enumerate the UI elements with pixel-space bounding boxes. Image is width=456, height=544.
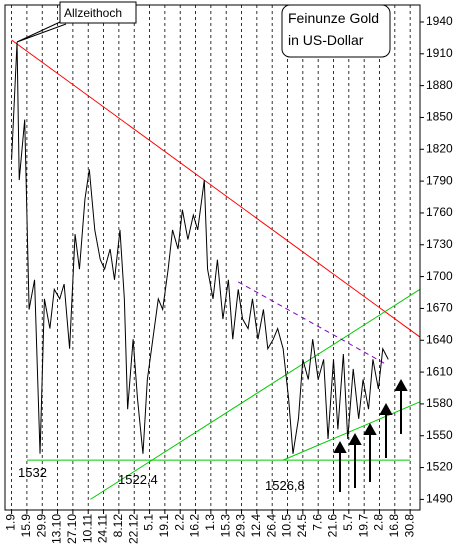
x-tick-label: 2.8 bbox=[372, 514, 386, 531]
callout-text: Allzeithoch bbox=[64, 6, 122, 20]
x-tick-label: 2.2 bbox=[172, 514, 186, 531]
x-tick-label: 15.9 bbox=[19, 514, 33, 538]
y-tick-label: 1880 bbox=[426, 78, 453, 92]
y-tick-label: 1640 bbox=[426, 332, 453, 346]
y-tick-label: 1910 bbox=[426, 46, 453, 60]
y-tick-label: 1580 bbox=[426, 396, 453, 410]
trend-line bbox=[90, 288, 421, 500]
arrow-head bbox=[379, 402, 393, 415]
annotation: 1522,4 bbox=[118, 472, 158, 487]
y-tick-label: 1490 bbox=[426, 492, 453, 506]
x-tick-label: 1.3 bbox=[203, 514, 217, 531]
price-line bbox=[11, 42, 389, 454]
x-tick-label: 12.4 bbox=[249, 514, 263, 538]
trend-line bbox=[237, 281, 386, 365]
y-tick-label: 1700 bbox=[426, 269, 453, 283]
axes: 1.9 15.9 29.9 13.10 27.10 10.11 24.11 8.12 22.12… bbox=[4, 14, 453, 544]
chart-title: Feinunze Gold bbox=[288, 10, 379, 26]
plot bbox=[11, 42, 389, 454]
trend-line bbox=[11, 39, 421, 338]
title-box bbox=[281, 4, 391, 58]
x-tick-label: 10.5 bbox=[280, 514, 294, 538]
x-tick-label: 21.6 bbox=[326, 514, 340, 538]
callout-box bbox=[59, 1, 137, 24]
y-tick-label: 1550 bbox=[426, 428, 453, 442]
trend-lines bbox=[11, 39, 421, 500]
arrow-head bbox=[394, 378, 408, 391]
x-tick-label: 8.12 bbox=[111, 514, 125, 538]
y-tick-label: 1670 bbox=[426, 301, 453, 315]
chart-title: in US-Dollar bbox=[288, 32, 364, 48]
x-tick-label: 26.4 bbox=[264, 514, 278, 538]
x-tick-label: 29.9 bbox=[34, 514, 48, 538]
x-tick-label: 19.1 bbox=[157, 514, 171, 538]
x-tick-label: 15.3 bbox=[218, 514, 232, 538]
callout-pointer bbox=[16, 21, 67, 43]
x-tick-label: 30.8 bbox=[402, 514, 416, 538]
grid bbox=[11, 5, 411, 510]
x-tick-label: 1.9 bbox=[4, 514, 18, 531]
y-tick-label: 1790 bbox=[426, 173, 453, 187]
y-tick-label: 1730 bbox=[426, 237, 453, 251]
x-tick-label: 16.2 bbox=[188, 514, 202, 538]
x-tick-label: 19.7 bbox=[356, 514, 370, 538]
x-tick-label: 24.5 bbox=[295, 514, 309, 538]
x-tick-label: 13.10 bbox=[50, 514, 64, 544]
arrow-head bbox=[363, 422, 377, 435]
arrows bbox=[333, 378, 408, 492]
y-tick-label: 1940 bbox=[426, 14, 453, 28]
x-tick-label: 10.11 bbox=[80, 514, 94, 543]
x-tick-label: 7.6 bbox=[310, 514, 324, 531]
trend-line bbox=[282, 401, 421, 461]
x-tick-label: 24.11 bbox=[96, 514, 110, 543]
annotation: 1526,8 bbox=[265, 478, 305, 493]
y-tick-label: 1820 bbox=[426, 141, 453, 155]
x-tick-label: 29.3 bbox=[234, 514, 248, 538]
arrow-head bbox=[348, 432, 362, 445]
annotation: 1532 bbox=[18, 465, 47, 480]
y-tick-label: 1850 bbox=[426, 110, 453, 124]
x-tick-label: 27.10 bbox=[65, 514, 79, 544]
x-tick-label: 5.7 bbox=[341, 514, 355, 531]
y-tick-label: 1520 bbox=[426, 460, 453, 474]
y-tick-label: 1610 bbox=[426, 364, 453, 378]
x-tick-label: 22.12 bbox=[126, 514, 140, 544]
x-tick-label: 16.8 bbox=[387, 514, 401, 538]
plot-frame bbox=[4, 4, 421, 511]
y-tick-label: 1760 bbox=[426, 205, 453, 219]
x-tick-label: 5.1 bbox=[142, 514, 156, 531]
arrow-head bbox=[333, 440, 347, 453]
